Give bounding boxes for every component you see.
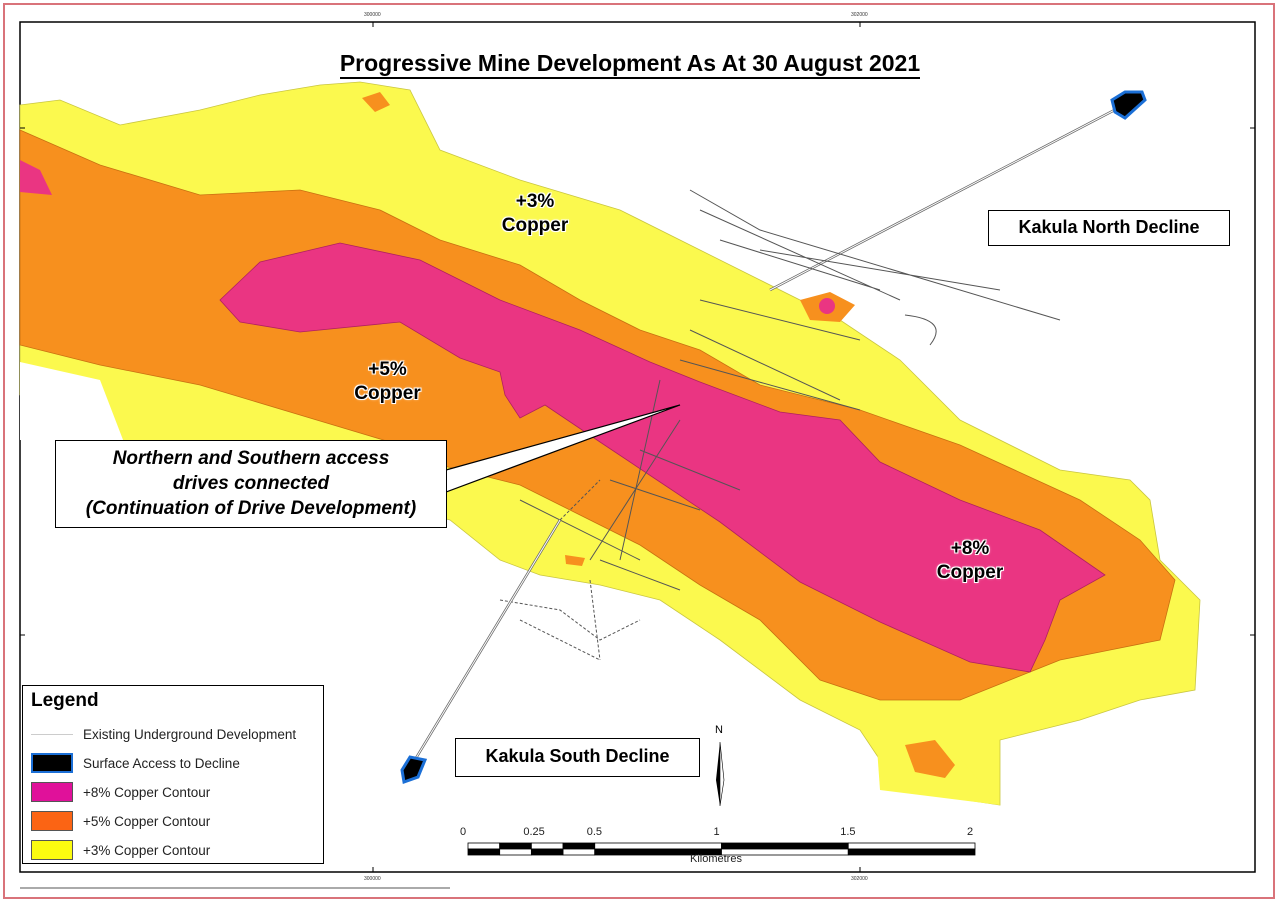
gap-area	[20, 362, 125, 445]
scale-segment	[594, 842, 722, 850]
north-arrow-label: N	[715, 724, 723, 736]
scale-tick-label: 1.5	[840, 826, 856, 838]
north-arrow-icon	[716, 741, 725, 807]
plus3-zone-label: +3% Copper	[501, 191, 569, 236]
scale-tick-label: 0	[460, 826, 467, 838]
grid-label-x: 302000	[851, 876, 868, 882]
legend: Legend Existing Underground Development …	[22, 685, 324, 864]
scale-bar	[467, 842, 976, 856]
scale-unit: Kilometres	[690, 853, 742, 865]
scale-tick-label: 0.25	[523, 826, 545, 838]
legend-item: Surface Access to Decline	[31, 753, 240, 773]
legend-item: +3% Copper Contour	[31, 840, 210, 860]
scale-tick-label: 2	[967, 826, 974, 838]
north-surface-access-icon	[1110, 90, 1147, 120]
grid-label-x: 300000	[364, 876, 381, 882]
scale-segment	[530, 842, 564, 850]
legend-item: +8% Copper Contour	[31, 782, 210, 802]
scale-tick-label: 0.5	[586, 826, 603, 838]
underground-development	[408, 101, 1129, 769]
scale-segment	[530, 848, 564, 856]
page-border	[3, 3, 1275, 899]
plus8-contour	[20, 160, 1106, 673]
scale-segment	[467, 848, 501, 856]
scale-segment	[467, 842, 501, 850]
plus8-swatch-icon	[31, 782, 73, 802]
plus5-zone-label: +5% Copper	[354, 359, 421, 404]
legend-item: Existing Underground Development	[31, 724, 296, 744]
grid-label-x: 300000	[364, 12, 381, 18]
map-title: Progressive Mine Development As At 30 Au…	[0, 50, 1260, 79]
south-surface-access-icon	[400, 755, 428, 785]
grid-ticks	[20, 22, 1255, 889]
plus3-swatch-icon	[31, 840, 73, 860]
scale-tick-label: 1	[713, 826, 720, 838]
south-decline-label: Kakula South Decline	[455, 738, 700, 777]
legend-title: Legend	[31, 690, 99, 711]
plus5-swatch-icon	[31, 811, 73, 831]
line-icon	[31, 733, 73, 735]
scale-segment	[562, 842, 596, 850]
scale-segment	[847, 848, 976, 856]
decline-swatch-icon	[31, 753, 73, 773]
scale-segment	[847, 842, 976, 850]
plus8-zone-label: +8% Copper	[936, 538, 1004, 583]
scale-segment	[499, 848, 532, 856]
north-decline-label: Kakula North Decline	[988, 210, 1230, 246]
legend-item: +5% Copper Contour	[31, 811, 210, 831]
callout-box: Northern and Southern access drives conn…	[55, 440, 447, 528]
scale-segment	[562, 848, 596, 856]
scale-segment	[721, 842, 849, 850]
scale-segment	[499, 842, 532, 850]
grid-label-x: 302000	[851, 12, 868, 18]
